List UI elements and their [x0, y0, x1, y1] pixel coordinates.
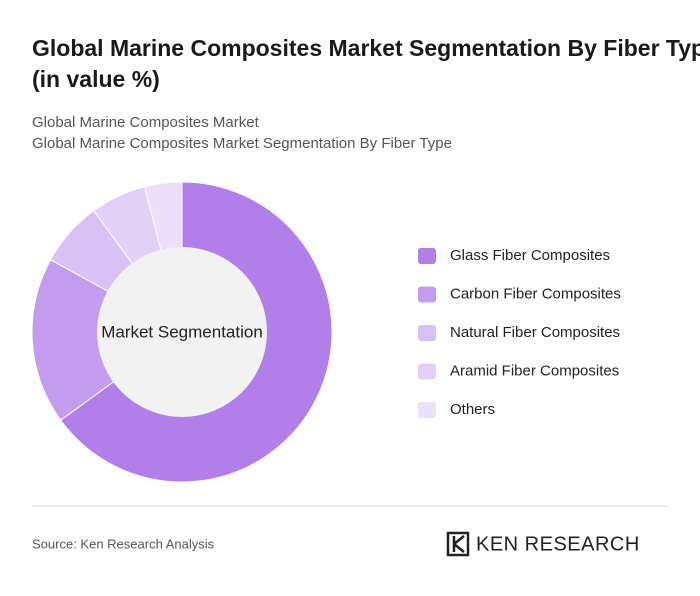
legend-label: Natural Fiber Composites [450, 324, 620, 341]
legend-label: Aramid Fiber Composites [450, 362, 619, 379]
center-label: Market Segmentation [101, 322, 263, 341]
subtitle: Global Marine Composites Market [32, 114, 260, 131]
logo-icon [452, 535, 465, 553]
legend-swatch [418, 325, 436, 341]
subtitle: Global Marine Composites Market Segmenta… [32, 135, 452, 152]
legend-label: Glass Fiber Composites [450, 247, 610, 264]
logo: KEN RESEARCH [446, 531, 640, 557]
donut-hole [97, 247, 267, 417]
legend-label: Others [450, 401, 495, 418]
brand: KEN RESEARCH [476, 533, 640, 555]
legend-label: Carbon Fiber Composites [450, 285, 621, 302]
legend-swatch [418, 363, 436, 380]
chart-title: Global Marine Composites Market Segmenta… [32, 35, 700, 92]
legend-swatch [418, 248, 436, 264]
legend-swatch [418, 286, 436, 303]
legend-swatch [418, 402, 436, 418]
logo-icon [446, 531, 470, 557]
source: Source: Ken Research Analysis [32, 536, 215, 551]
